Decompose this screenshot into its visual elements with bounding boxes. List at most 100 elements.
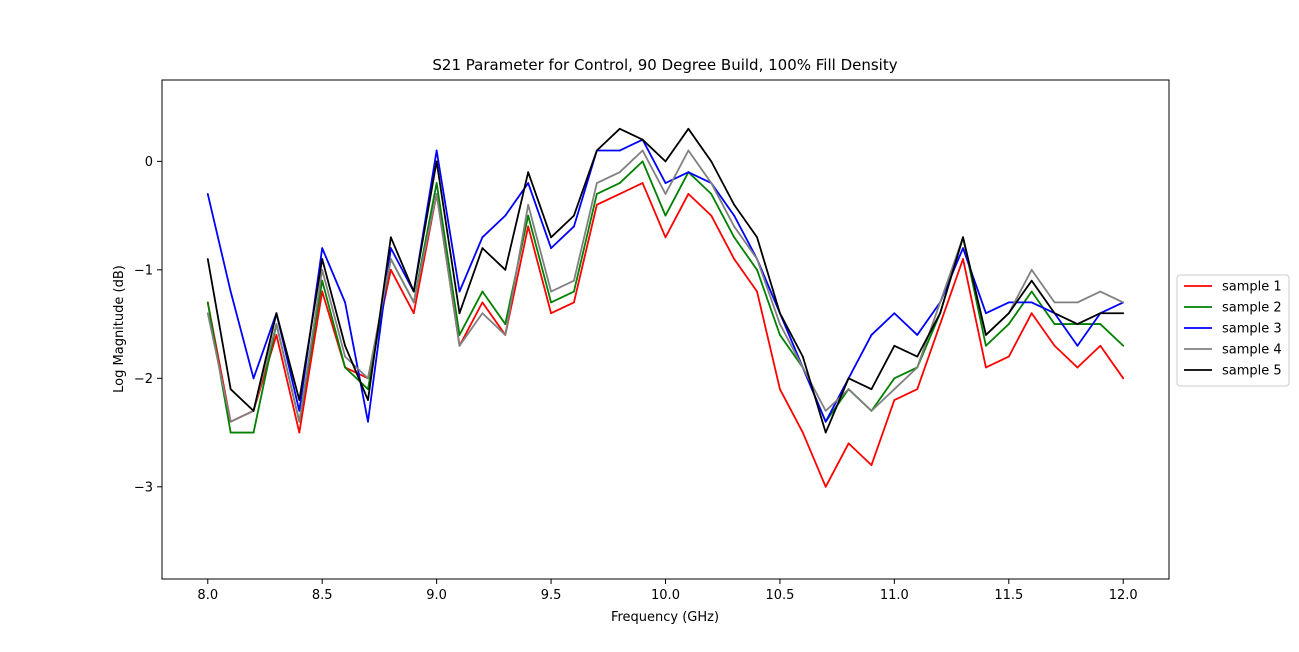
- data-point: [1030, 279, 1033, 282]
- data-point: [252, 409, 255, 412]
- data-point: [962, 236, 964, 239]
- data-point: [916, 366, 919, 369]
- data-point: [756, 258, 758, 260]
- data-point: [779, 334, 781, 336]
- data-point: [641, 160, 644, 163]
- data-point: [1007, 355, 1010, 358]
- data-point: [962, 247, 964, 250]
- x-tick-label: 10.0: [651, 588, 680, 603]
- data-point: [733, 236, 736, 239]
- data-point: [733, 214, 736, 217]
- data-point: [824, 409, 827, 412]
- legend: sample 1 sample 2 sample 3 sample 4 sample 5: [1176, 274, 1290, 387]
- data-point: [573, 290, 575, 293]
- data-point: [527, 171, 530, 174]
- data-point: [1030, 268, 1033, 271]
- legend-label: sample 3: [1222, 322, 1282, 337]
- data-point: [344, 355, 346, 358]
- data-point: [1099, 290, 1102, 293]
- data-point: [435, 149, 438, 152]
- data-point: [664, 214, 667, 217]
- data-point: [412, 312, 415, 315]
- data-point: [641, 138, 644, 141]
- data-point: [321, 268, 324, 271]
- data-point: [870, 409, 873, 412]
- legend-item: sample 4: [1184, 343, 1282, 358]
- data-point: [710, 182, 713, 184]
- data-point: [367, 388, 369, 391]
- data-point: [550, 301, 552, 304]
- data-point: [481, 290, 484, 293]
- data-point: [756, 290, 758, 293]
- data-point: [435, 160, 438, 163]
- legend-label: sample 2: [1222, 301, 1282, 316]
- data-point: [939, 323, 942, 325]
- x-tick-label: 10.5: [765, 588, 794, 603]
- data-point: [1053, 323, 1056, 325]
- data-point: [870, 334, 873, 336]
- data-point: [733, 225, 736, 228]
- data-point: [893, 377, 896, 380]
- data-point: [389, 247, 392, 250]
- legend-item: sample 5: [1184, 364, 1282, 379]
- data-point: [504, 268, 507, 271]
- data-point: [252, 377, 255, 380]
- x-tick-label: 11.0: [880, 588, 909, 603]
- data-point: [1099, 312, 1102, 315]
- chart-title: S21 Parameter for Control, 90 Degree Bui…: [432, 56, 897, 74]
- data-point: [504, 323, 507, 325]
- data-point: [664, 182, 667, 184]
- data-point: [1030, 312, 1033, 315]
- data-point: [321, 258, 324, 260]
- data-point: [206, 193, 209, 195]
- data-point: [1007, 301, 1010, 304]
- data-point: [779, 388, 781, 391]
- data-point: [389, 268, 392, 271]
- data-point: [733, 258, 736, 260]
- y-axis-label: Log Magnitude (dB): [112, 265, 127, 393]
- data-point: [893, 312, 896, 315]
- data-point: [1076, 301, 1079, 304]
- series-line: [206, 127, 1124, 434]
- data-point: [1076, 323, 1079, 325]
- series-3: [206, 138, 1125, 423]
- data-point: [618, 149, 621, 152]
- data-point: [1030, 290, 1033, 293]
- data-point: [252, 431, 255, 434]
- data-point: [916, 355, 919, 358]
- legend-item: sample 3: [1184, 322, 1282, 337]
- data-point: [1122, 301, 1125, 304]
- data-point: [527, 203, 530, 206]
- data-point: [1007, 323, 1010, 325]
- data-point: [824, 485, 827, 488]
- data-point: [1053, 301, 1056, 304]
- data-point: [435, 182, 438, 184]
- series-5: [206, 127, 1125, 434]
- legend-label: sample 1: [1222, 280, 1282, 295]
- data-point: [344, 344, 346, 347]
- data-point: [206, 258, 209, 260]
- data-point: [1122, 312, 1125, 315]
- data-point: [481, 236, 484, 239]
- data-point: [321, 279, 324, 282]
- data-point: [550, 236, 552, 239]
- data-point: [573, 214, 575, 217]
- data-point: [801, 431, 804, 434]
- x-tick-label: 8.5: [312, 588, 333, 603]
- data-point: [1053, 312, 1056, 315]
- data-point: [229, 290, 232, 293]
- data-point: [481, 312, 484, 315]
- data-point: [504, 334, 507, 336]
- x-tick-label: 12.0: [1109, 588, 1138, 603]
- legend-box: [1176, 274, 1290, 387]
- data-point: [229, 431, 232, 434]
- x-tick-label: 9.5: [541, 588, 562, 603]
- legend-label: sample 5: [1222, 364, 1282, 379]
- data-point: [893, 344, 896, 347]
- series-line: [206, 160, 1124, 434]
- data-point: [641, 149, 644, 152]
- data-point: [275, 323, 278, 325]
- data-point: [206, 312, 209, 315]
- data-point: [1122, 377, 1125, 380]
